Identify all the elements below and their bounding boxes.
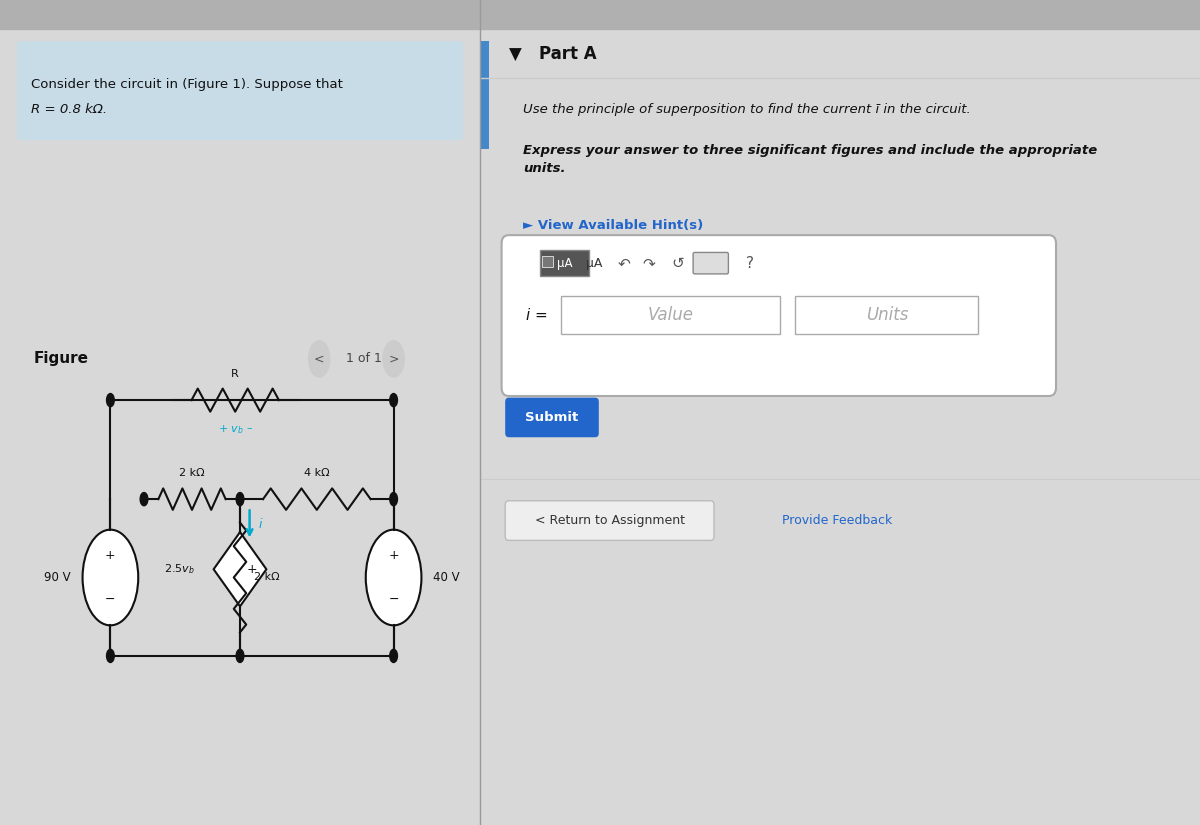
FancyBboxPatch shape bbox=[796, 296, 978, 334]
Text: 4 kΩ: 4 kΩ bbox=[304, 469, 330, 478]
FancyBboxPatch shape bbox=[540, 250, 589, 276]
Circle shape bbox=[390, 493, 397, 506]
FancyBboxPatch shape bbox=[694, 252, 728, 274]
FancyBboxPatch shape bbox=[562, 296, 780, 334]
Text: ↶: ↶ bbox=[618, 256, 630, 271]
Text: < Return to Assignment: < Return to Assignment bbox=[535, 514, 684, 527]
Text: + $v_b$ –: + $v_b$ – bbox=[217, 423, 253, 436]
Polygon shape bbox=[214, 532, 266, 606]
Text: −: − bbox=[389, 592, 398, 606]
Text: Figure: Figure bbox=[34, 351, 89, 366]
Text: 2 kΩ: 2 kΩ bbox=[254, 573, 280, 582]
Text: Units: Units bbox=[865, 306, 908, 324]
Text: ► View Available Hint(s): ► View Available Hint(s) bbox=[523, 219, 703, 232]
Text: $i$ =: $i$ = bbox=[526, 307, 547, 323]
Circle shape bbox=[83, 530, 138, 625]
FancyBboxPatch shape bbox=[542, 256, 553, 267]
Text: <: < bbox=[314, 352, 324, 365]
Text: >: > bbox=[389, 352, 398, 365]
FancyBboxPatch shape bbox=[17, 41, 463, 140]
Circle shape bbox=[390, 649, 397, 662]
FancyBboxPatch shape bbox=[480, 41, 488, 148]
Circle shape bbox=[308, 341, 330, 377]
Circle shape bbox=[390, 394, 397, 407]
FancyBboxPatch shape bbox=[505, 398, 599, 437]
Text: Provide Feedback: Provide Feedback bbox=[782, 514, 893, 527]
Circle shape bbox=[366, 530, 421, 625]
Text: Use the principle of superposition to find the current ī in the circuit.: Use the principle of superposition to fi… bbox=[523, 103, 971, 116]
Text: −: − bbox=[106, 592, 115, 606]
Text: μA: μA bbox=[586, 257, 602, 270]
Text: Submit: Submit bbox=[526, 411, 578, 424]
FancyBboxPatch shape bbox=[505, 501, 714, 540]
Circle shape bbox=[107, 649, 114, 662]
Text: ▼   Part A: ▼ Part A bbox=[509, 45, 596, 63]
Text: 1 of 1: 1 of 1 bbox=[346, 352, 382, 365]
Text: ↷: ↷ bbox=[643, 256, 655, 271]
Circle shape bbox=[236, 649, 244, 662]
Bar bbox=[0, 0, 480, 29]
Text: 2.5$v_b$: 2.5$v_b$ bbox=[163, 563, 194, 576]
Text: Express your answer to three significant figures and include the appropriate
uni: Express your answer to three significant… bbox=[523, 144, 1098, 176]
Text: μA: μA bbox=[557, 257, 572, 270]
FancyBboxPatch shape bbox=[502, 235, 1056, 396]
Text: Value: Value bbox=[648, 306, 694, 324]
Text: Consider the circuit in (Figure 1). Suppose that: Consider the circuit in (Figure 1). Supp… bbox=[31, 78, 343, 92]
Text: 40 V: 40 V bbox=[433, 571, 460, 584]
Text: 2 kΩ: 2 kΩ bbox=[179, 469, 205, 478]
Text: 90 V: 90 V bbox=[44, 571, 71, 584]
Text: +: + bbox=[246, 563, 257, 576]
Text: $i$: $i$ bbox=[258, 517, 264, 530]
Text: +: + bbox=[106, 549, 115, 563]
Text: +: + bbox=[389, 549, 398, 563]
Circle shape bbox=[236, 493, 244, 506]
Text: ?: ? bbox=[746, 256, 754, 271]
Text: ↺: ↺ bbox=[672, 256, 684, 271]
Circle shape bbox=[383, 341, 404, 377]
Text: R: R bbox=[232, 370, 239, 380]
Text: R = 0.8 kΩ.: R = 0.8 kΩ. bbox=[31, 103, 107, 116]
Bar bbox=[480, 0, 1200, 29]
Circle shape bbox=[107, 394, 114, 407]
Circle shape bbox=[140, 493, 148, 506]
